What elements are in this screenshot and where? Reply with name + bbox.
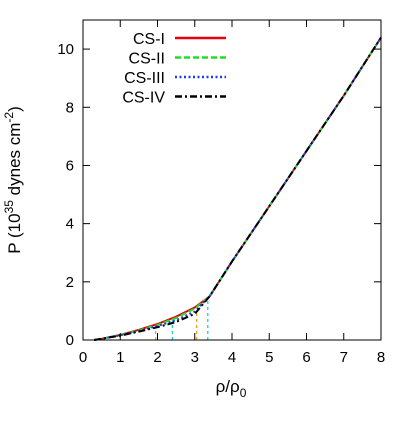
x-tick-label: 7 xyxy=(340,349,348,366)
y-tick-label: 8 xyxy=(66,99,74,116)
x-tick-label: 8 xyxy=(377,349,385,366)
x-tick-label: 2 xyxy=(153,349,161,366)
x-tick-label: 4 xyxy=(228,349,236,366)
tick-labels: 0 1 2 3 4 5 6 7 8 0 2 4 6 8 10 xyxy=(57,41,385,366)
legend-label-2: CS-II xyxy=(129,51,165,68)
x-tick-label: 6 xyxy=(302,349,310,366)
plot-frame xyxy=(82,19,382,341)
y-tick-label: 0 xyxy=(66,332,74,349)
y-tick-label: 4 xyxy=(66,216,74,233)
y-tick-label: 6 xyxy=(66,157,74,174)
legend-label-4: CS-IV xyxy=(122,90,165,107)
x-tick-label: 1 xyxy=(116,349,124,366)
axis-ticks xyxy=(82,20,382,341)
legend: CS-I CS-II CS-III CS-IV xyxy=(122,31,226,107)
x-tick-label: 0 xyxy=(79,349,87,366)
y-tick-label: 10 xyxy=(57,41,74,58)
x-tick-label: 3 xyxy=(191,349,199,366)
legend-label-3: CS-III xyxy=(124,70,165,87)
y-axis-label: P (1035 dynes cm-2) xyxy=(2,106,24,254)
series-line-3 xyxy=(94,36,382,341)
legend-label-1: CS-I xyxy=(133,31,165,48)
y-tick-label: 2 xyxy=(66,274,74,291)
x-axis-label: ρ/ρ0 xyxy=(216,377,247,400)
x-tick-label: 5 xyxy=(265,349,273,366)
